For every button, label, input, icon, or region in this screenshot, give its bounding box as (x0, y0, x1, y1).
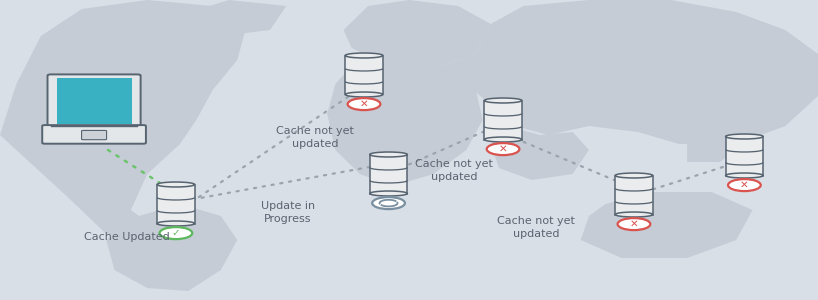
Polygon shape (442, 0, 818, 144)
Bar (345, 56, 383, 94)
Text: ✕: ✕ (499, 144, 507, 154)
Bar (615, 176, 653, 214)
Ellipse shape (345, 53, 383, 58)
Ellipse shape (370, 152, 407, 157)
Text: Cache not yet
updated: Cache not yet updated (497, 216, 575, 239)
Ellipse shape (726, 173, 763, 178)
Ellipse shape (345, 92, 383, 97)
Bar (157, 184, 195, 224)
Ellipse shape (615, 173, 653, 178)
Circle shape (728, 179, 761, 191)
Polygon shape (491, 126, 589, 180)
Circle shape (618, 218, 650, 230)
Text: Update in
Progress: Update in Progress (261, 201, 315, 224)
Polygon shape (180, 0, 286, 36)
Bar (484, 100, 522, 140)
Bar (56, 78, 132, 124)
Polygon shape (687, 138, 736, 162)
Ellipse shape (370, 191, 407, 196)
Circle shape (348, 98, 380, 110)
Circle shape (160, 227, 192, 239)
Ellipse shape (157, 221, 195, 226)
Ellipse shape (726, 134, 763, 139)
FancyBboxPatch shape (43, 125, 146, 144)
Bar (370, 154, 407, 194)
Text: ✕: ✕ (360, 99, 368, 109)
FancyBboxPatch shape (82, 130, 106, 140)
FancyBboxPatch shape (47, 74, 141, 127)
Text: ✓: ✓ (172, 228, 180, 238)
Ellipse shape (157, 182, 195, 187)
Ellipse shape (484, 137, 522, 142)
Text: Cache not yet
updated: Cache not yet updated (276, 126, 354, 149)
Text: Cache not yet
updated: Cache not yet updated (415, 159, 493, 182)
Polygon shape (344, 0, 491, 66)
Polygon shape (581, 192, 753, 258)
Bar (726, 136, 763, 176)
Circle shape (487, 143, 519, 155)
Polygon shape (0, 0, 245, 246)
Text: Cache Updated: Cache Updated (84, 232, 169, 242)
Polygon shape (106, 204, 237, 291)
Polygon shape (327, 60, 483, 186)
Circle shape (372, 197, 405, 209)
Text: ✕: ✕ (630, 219, 638, 229)
Text: ✕: ✕ (740, 180, 748, 190)
Ellipse shape (484, 98, 522, 103)
Ellipse shape (615, 212, 653, 217)
